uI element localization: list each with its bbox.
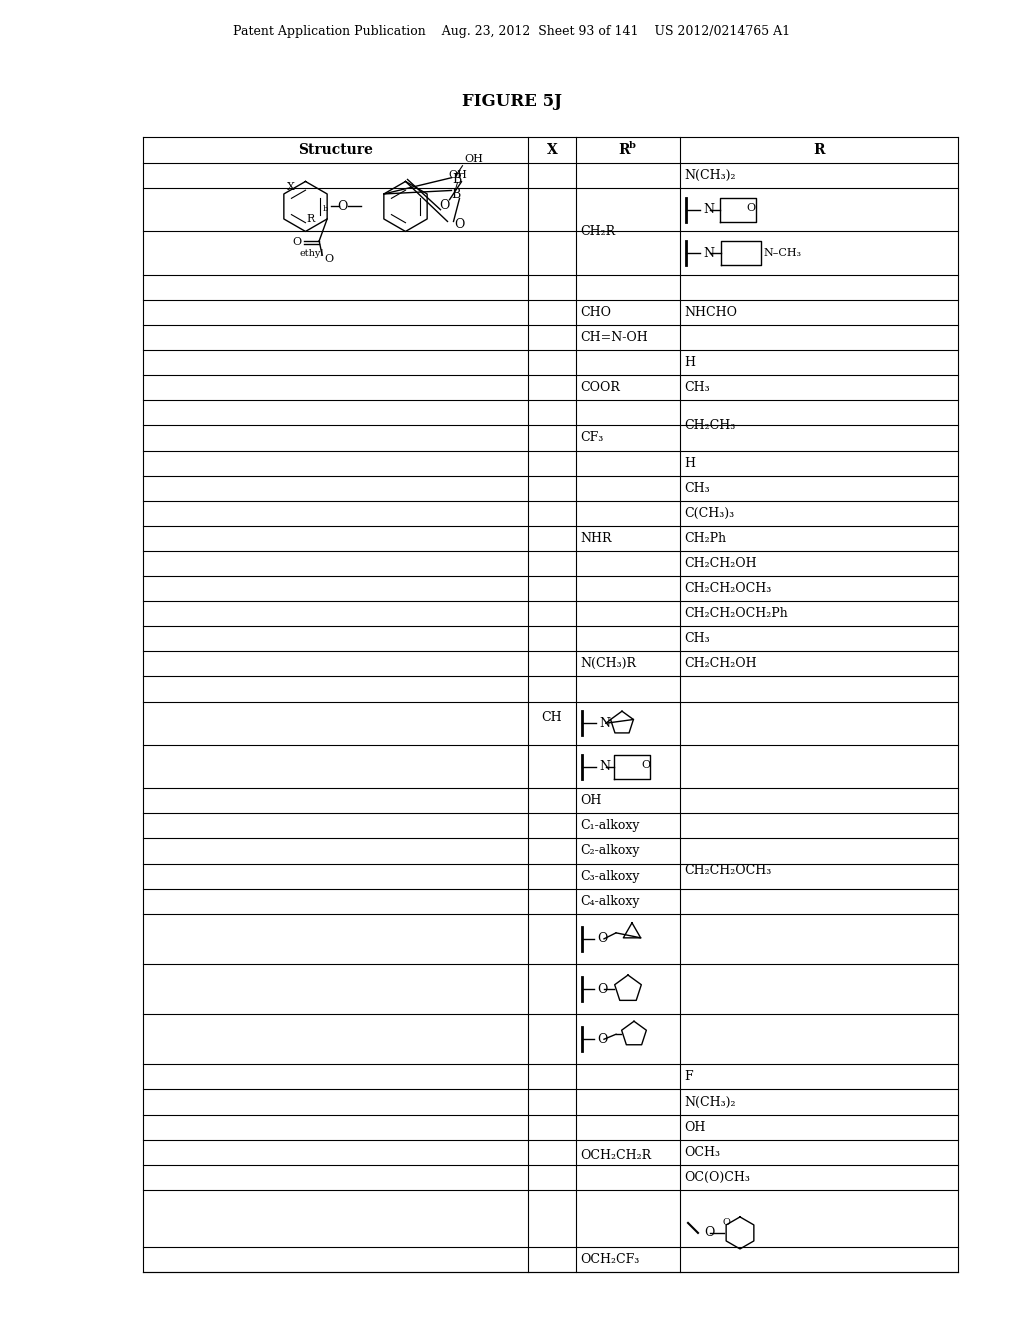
Text: N(CH₃)R: N(CH₃)R xyxy=(580,657,636,671)
Text: O: O xyxy=(597,932,607,945)
Text: B: B xyxy=(451,187,460,201)
Text: ethyl: ethyl xyxy=(300,249,325,259)
Text: N–CH₃: N–CH₃ xyxy=(763,248,801,259)
Text: C₃-alkoxy: C₃-alkoxy xyxy=(580,870,640,883)
Text: O: O xyxy=(337,199,348,213)
Text: O: O xyxy=(455,218,465,231)
Text: C₂-alkoxy: C₂-alkoxy xyxy=(580,845,640,858)
Text: b: b xyxy=(629,141,636,150)
Text: OCH₂CH₂R: OCH₂CH₂R xyxy=(580,1150,651,1162)
Text: O: O xyxy=(325,253,333,264)
Text: CH₂CH₂OCH₃: CH₂CH₂OCH₃ xyxy=(684,863,771,876)
Text: NHR: NHR xyxy=(580,532,611,545)
Text: Structure: Structure xyxy=(298,143,373,157)
Text: C₄-alkoxy: C₄-alkoxy xyxy=(580,895,640,908)
Text: N(CH₃)₂: N(CH₃)₂ xyxy=(684,169,735,182)
Text: CF₃: CF₃ xyxy=(580,432,603,445)
Text: CH₂R: CH₂R xyxy=(580,224,615,238)
Text: OH: OH xyxy=(684,1121,706,1134)
Text: C(CH₃)₃: C(CH₃)₃ xyxy=(684,507,734,520)
Text: O: O xyxy=(746,203,756,213)
Text: R: R xyxy=(307,214,315,224)
Text: FIGURE 5J: FIGURE 5J xyxy=(462,94,562,111)
Text: O: O xyxy=(439,199,450,213)
Text: OCH₂CF₃: OCH₂CF₃ xyxy=(580,1253,639,1266)
Text: B: B xyxy=(452,173,461,186)
Text: CH₂CH₃: CH₂CH₃ xyxy=(684,418,735,432)
Text: R: R xyxy=(813,143,824,157)
Text: H: H xyxy=(684,457,695,470)
Text: H: H xyxy=(684,356,695,370)
Text: CH₂CH₂OH: CH₂CH₂OH xyxy=(684,657,757,671)
Text: OH: OH xyxy=(580,795,601,808)
Text: N(CH₃)₂: N(CH₃)₂ xyxy=(684,1096,735,1109)
Text: O: O xyxy=(705,1226,715,1239)
Text: CH=N-OH: CH=N-OH xyxy=(580,331,648,345)
Text: X: X xyxy=(547,143,557,157)
Text: N: N xyxy=(599,760,610,774)
Text: N: N xyxy=(703,203,714,216)
Text: O: O xyxy=(597,1032,607,1045)
Text: N: N xyxy=(703,247,714,260)
Text: F: F xyxy=(684,1071,692,1084)
Text: CH₂Ph: CH₂Ph xyxy=(684,532,726,545)
Text: b: b xyxy=(324,205,329,213)
Text: OCH₃: OCH₃ xyxy=(684,1146,720,1159)
Text: O: O xyxy=(597,982,607,995)
Text: R: R xyxy=(618,143,630,157)
Text: O: O xyxy=(641,759,650,770)
Text: CHO: CHO xyxy=(580,306,611,319)
Text: COOR: COOR xyxy=(580,381,620,395)
Text: CH₂CH₂OH: CH₂CH₂OH xyxy=(684,557,757,570)
Text: CH: CH xyxy=(542,711,562,723)
Text: CH₃: CH₃ xyxy=(684,632,710,645)
Text: O: O xyxy=(292,238,301,247)
Text: OC(O)CH₃: OC(O)CH₃ xyxy=(684,1171,750,1184)
Text: O: O xyxy=(722,1218,730,1228)
Text: CH₂CH₂OCH₃: CH₂CH₂OCH₃ xyxy=(684,582,771,595)
Text: NHCHO: NHCHO xyxy=(684,306,737,319)
Text: CH₃: CH₃ xyxy=(684,482,710,495)
Text: CH₃: CH₃ xyxy=(684,381,710,395)
Text: X: X xyxy=(287,182,295,191)
Text: OH: OH xyxy=(449,170,467,181)
Text: OH: OH xyxy=(465,153,483,164)
Text: Patent Application Publication    Aug. 23, 2012  Sheet 93 of 141    US 2012/0214: Patent Application Publication Aug. 23, … xyxy=(233,25,791,38)
Text: CH₂CH₂OCH₂Ph: CH₂CH₂OCH₂Ph xyxy=(684,607,787,620)
Text: N: N xyxy=(599,717,610,730)
Text: C₁-alkoxy: C₁-alkoxy xyxy=(580,820,640,833)
